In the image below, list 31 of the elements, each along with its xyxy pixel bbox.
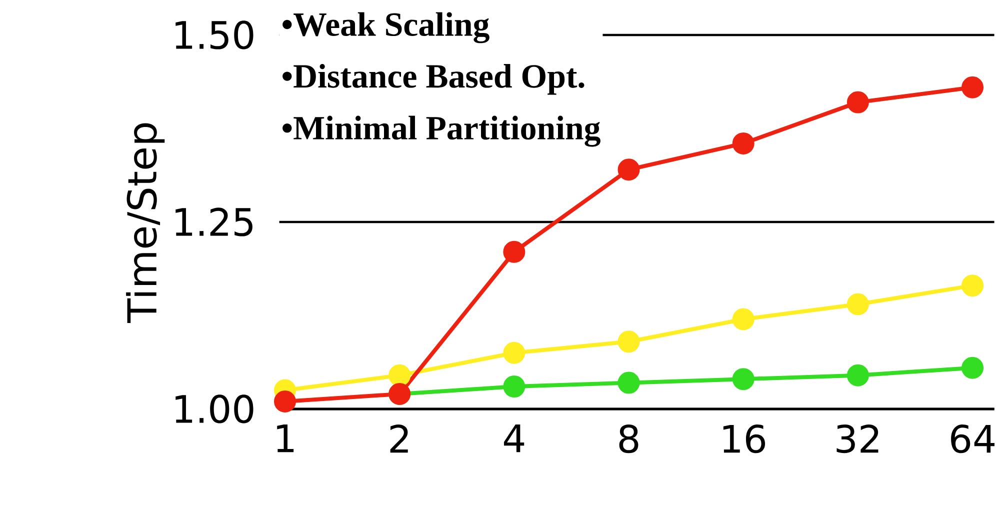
point xyxy=(732,132,754,154)
point xyxy=(618,158,640,181)
point xyxy=(503,376,526,398)
point xyxy=(618,330,640,353)
point xyxy=(503,342,526,364)
annotation: •Weak Scaling xyxy=(282,12,490,44)
y-tick-label: 1.25 xyxy=(176,208,252,236)
point xyxy=(846,364,869,386)
annotation: •Distance Based Opt. xyxy=(282,64,584,95)
point xyxy=(503,240,526,263)
point xyxy=(962,356,984,379)
point xyxy=(846,91,869,114)
point xyxy=(846,293,869,316)
x-tick-label: 8 xyxy=(619,424,638,454)
x-tick-label: 32 xyxy=(836,424,878,454)
point xyxy=(388,364,411,386)
x-tick-label: 2 xyxy=(390,424,408,453)
point xyxy=(618,372,640,394)
point xyxy=(962,274,984,297)
y-tick-label: 1.50 xyxy=(176,20,254,50)
x-tick-label: 4 xyxy=(504,424,524,452)
point xyxy=(274,390,296,413)
annotation: •Minimal Partitioning xyxy=(282,116,600,147)
x-tick-label: 1 xyxy=(277,424,294,452)
point xyxy=(732,308,754,330)
x-tick-label: 16 xyxy=(723,424,766,454)
y-tick-label: 1.00 xyxy=(176,394,254,424)
point xyxy=(732,368,754,390)
point xyxy=(962,76,984,98)
x-tick-label: 64 xyxy=(951,424,994,454)
y-axis-title: Time/Step xyxy=(126,123,165,323)
